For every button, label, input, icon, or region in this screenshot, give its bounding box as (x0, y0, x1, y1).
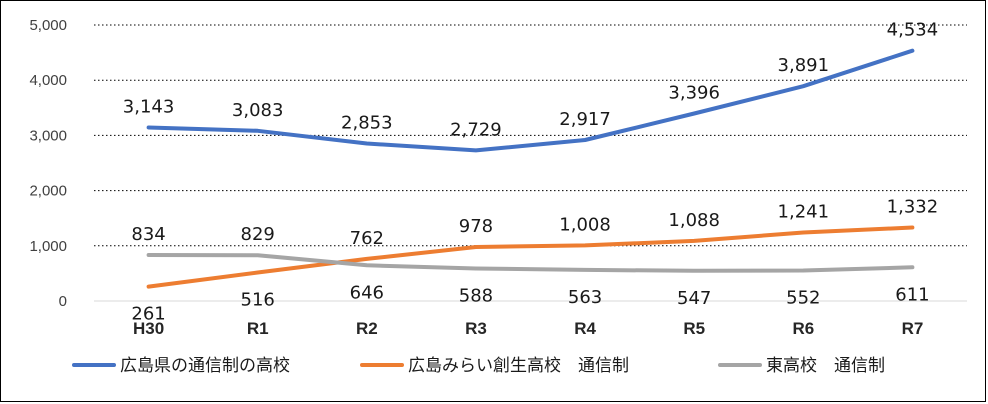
data-label: 588 (459, 286, 493, 307)
legend-entry-2: 広島みらい創生高校 通信制 (360, 356, 629, 376)
data-label: 2,729 (450, 119, 502, 140)
x-tick-label: R6 (792, 319, 814, 338)
x-tick-label: R1 (247, 319, 269, 338)
data-label: 1,088 (668, 210, 720, 231)
data-label: 2,917 (559, 109, 611, 130)
gridlines (94, 24, 967, 302)
data-label: 3,083 (232, 100, 284, 121)
legend-label: 広島県の通信制の高校 (120, 356, 290, 376)
series-line-3 (146, 253, 915, 273)
y-tick-label: 4,000 (29, 72, 67, 89)
y-axis-ticks: 0 1,000 2,000 3,000 4,000 5,000 (29, 17, 67, 310)
series-lines (146, 48, 915, 289)
data-label: 3,891 (778, 55, 830, 76)
y-tick-label: 0 (59, 293, 67, 310)
x-tick-label: R3 (465, 319, 487, 338)
legend: 広島県の通信制の高校 広島みらい創生高校 通信制 東高校 通信制 (72, 356, 885, 376)
data-label: 829 (241, 224, 275, 245)
x-axis-ticks: H30 R1 R2 R3 R4 R5 R6 R7 (133, 319, 923, 338)
data-label: 3,143 (123, 97, 175, 118)
data-label: 552 (786, 288, 820, 309)
data-label: 762 (350, 228, 384, 249)
data-label: 516 (241, 290, 275, 311)
legend-entry-1: 広島県の通信制の高校 (72, 356, 290, 376)
data-label: 261 (131, 304, 165, 325)
data-label: 834 (131, 224, 165, 245)
data-label: 3,396 (668, 83, 720, 104)
y-tick-label: 1,000 (29, 238, 67, 255)
data-label: 2,853 (341, 113, 393, 134)
data-label: 563 (568, 287, 602, 308)
y-tick-label: 5,000 (29, 17, 67, 34)
data-label: 547 (677, 288, 711, 309)
series-line-1 (146, 48, 915, 153)
x-tick-label: R7 (902, 319, 924, 338)
legend-label: 東高校 通信制 (766, 356, 885, 376)
legend-label: 広島みらい創生高校 通信制 (408, 356, 629, 376)
data-label: 1,241 (778, 201, 830, 222)
data-label: 646 (350, 282, 384, 303)
x-tick-label: R4 (574, 319, 596, 338)
data-labels: 3,143 3,083 2,853 2,729 2,917 3,396 3,891 4,534… (123, 20, 938, 325)
y-tick-label: 2,000 (29, 183, 67, 200)
data-label: 4,534 (887, 20, 939, 41)
data-label: 1,008 (559, 214, 611, 235)
data-label: 978 (459, 216, 493, 237)
data-label: 611 (895, 284, 929, 305)
x-tick-label: R2 (356, 319, 378, 338)
y-tick-label: 3,000 (29, 127, 67, 144)
x-tick-label: R5 (683, 319, 705, 338)
series-line-2 (146, 225, 915, 289)
legend-entry-3: 東高校 通信制 (718, 356, 885, 376)
data-label: 1,332 (887, 196, 939, 217)
x-tick-label: H30 (133, 319, 164, 338)
